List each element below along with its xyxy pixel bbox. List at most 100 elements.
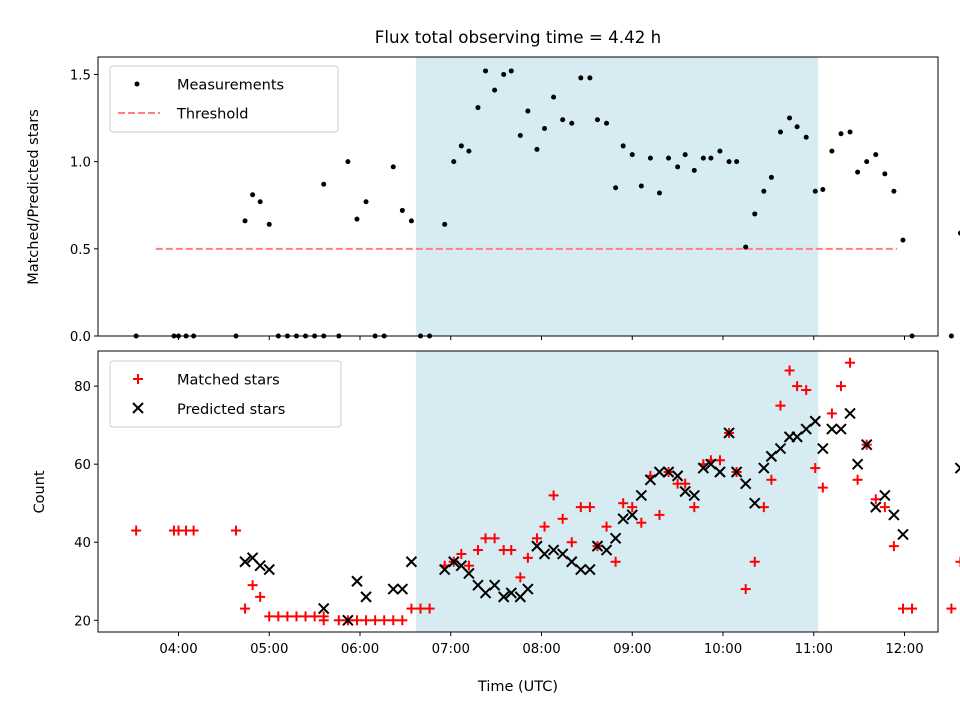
predicted-star-point <box>556 548 569 560</box>
predicted-star-point <box>448 556 460 568</box>
measurement-point <box>647 155 653 161</box>
matched-star-point <box>654 509 665 520</box>
chart-title: Flux total observing time = 4.42 h <box>375 27 661 47</box>
measurement-point <box>682 152 688 158</box>
matched-star-point <box>131 525 142 536</box>
matched-star-point <box>792 381 803 392</box>
predicted-star-point <box>360 591 372 603</box>
predicted-star-point <box>817 442 829 455</box>
y-tick-label: 20 <box>74 614 91 629</box>
matched-star-point <box>714 455 725 466</box>
predicted-star-point <box>351 575 363 587</box>
measurement-point <box>957 230 960 236</box>
measurement-point <box>777 129 783 135</box>
measurement-point <box>873 152 879 158</box>
x-tick-label: 08:00 <box>522 642 560 657</box>
predicted-star-point <box>897 528 909 541</box>
measurement-point <box>363 199 369 205</box>
legend-box <box>109 65 339 133</box>
predicted-star-point <box>635 489 648 502</box>
matched-star-point <box>557 513 568 524</box>
matched-star-point <box>388 615 399 626</box>
top-legend: Measurements Threshold <box>109 65 339 133</box>
measurement-point <box>560 117 566 123</box>
measurement-point <box>266 221 272 227</box>
predicted-star-point <box>662 466 675 478</box>
measurement-point <box>508 68 514 74</box>
matched-star-point <box>463 560 474 571</box>
matched-star-point <box>775 400 786 411</box>
legend-matched-label: Matched stars <box>177 373 280 389</box>
measurement-point <box>620 143 626 149</box>
predicted-star-point <box>547 544 560 556</box>
measurement-point <box>768 174 774 180</box>
matched-star-point <box>897 603 908 614</box>
bottom-y-ticks: 20 40 60 80 <box>74 380 98 629</box>
matched-star-point <box>766 474 777 485</box>
measurement-point <box>517 132 523 138</box>
predicted-star-point <box>679 485 691 498</box>
predicted-star-point <box>765 450 778 463</box>
matched-star-point <box>852 474 863 485</box>
predicted-star-point <box>860 438 873 451</box>
matched-star-point <box>566 537 577 548</box>
matched-star-point <box>300 611 311 622</box>
measurement-point <box>948 333 954 339</box>
predicted-star-point <box>609 532 622 545</box>
measurement-point <box>242 218 248 224</box>
matched-star-point <box>397 615 408 626</box>
predicted-star-point <box>835 423 847 435</box>
top-y-ticks: 0.0 0.5 1.0 1.5 <box>70 68 98 345</box>
predicted-star-point <box>730 466 743 478</box>
measurement-point <box>726 159 732 165</box>
matched-star-point <box>240 603 251 614</box>
matched-star-point <box>801 385 812 396</box>
predicted-star-point <box>438 563 451 576</box>
matched-star-point <box>539 521 550 532</box>
predicted-star-point <box>800 423 812 435</box>
predicted-star-point <box>317 602 330 615</box>
top-x-ticks <box>178 336 905 340</box>
measurement-point <box>743 244 749 250</box>
y-tick-label: 40 <box>74 536 91 551</box>
measurement-point <box>604 120 610 126</box>
measurement-point <box>613 185 619 191</box>
predicted-stars-layer <box>239 407 960 626</box>
matched-star-point <box>584 502 595 513</box>
matched-star-point <box>810 463 821 474</box>
measurement-point <box>882 171 888 177</box>
matched-star-point <box>575 502 586 513</box>
observing-time-shading <box>415 57 819 336</box>
matched-star-point <box>515 572 526 583</box>
predicted-star-point <box>591 540 604 552</box>
bottom-x-ticks: 04:00 05:00 06:00 07:00 08:00 09:00 10:00 11:00… <box>159 632 924 657</box>
matched-star-point <box>870 494 881 505</box>
predicted-star-point <box>479 587 492 599</box>
predicted-star-point <box>697 462 710 474</box>
predicted-star-point <box>758 462 770 474</box>
matched-star-point <box>333 615 344 626</box>
predicted-star-point <box>488 579 501 591</box>
matched-star-point <box>273 611 284 622</box>
predicted-star-point <box>774 442 787 455</box>
measurement-point <box>708 155 714 161</box>
measurement-point <box>691 167 697 173</box>
measurement-point <box>250 192 256 198</box>
predicted-star-point <box>749 497 761 509</box>
x-axis-label: Time (UTC) <box>477 679 558 695</box>
predicted-star-point <box>497 591 510 603</box>
measurement-point <box>891 188 897 194</box>
predicted-star-point <box>617 513 629 525</box>
matched-star-point <box>188 525 199 536</box>
measurement-point <box>820 187 826 193</box>
measurement-point <box>321 181 327 187</box>
measurement-point <box>675 164 681 170</box>
matched-star-point <box>610 556 621 567</box>
matched-star-point <box>826 408 837 419</box>
measurement-point <box>569 120 575 126</box>
measurement-point <box>492 87 498 93</box>
matched-star-point <box>955 556 960 567</box>
matched-star-point <box>845 357 856 368</box>
matched-star-point <box>627 502 638 513</box>
matched-star-point <box>758 502 769 513</box>
